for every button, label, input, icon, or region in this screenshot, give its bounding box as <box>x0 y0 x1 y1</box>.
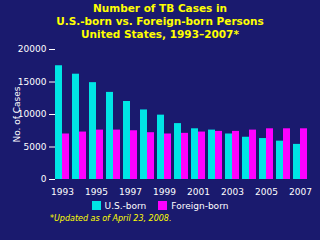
html-text:*Updated as of April 23, 2008.: *Updated as of April 23, 2008. <box>50 214 172 223</box>
svg-text:No. of Cases: No. of Cases <box>12 86 22 142</box>
svg-text:2007: 2007 <box>289 187 312 197</box>
svg-text:1993: 1993 <box>51 187 74 197</box>
svg-text:1999: 1999 <box>153 187 176 197</box>
svg-text:1995: 1995 <box>85 187 108 197</box>
html-text:Foreign-born: Foreign-born <box>171 201 229 211</box>
svg-text:10000: 10000 <box>18 109 47 119</box>
svg-text:0: 0 <box>41 174 47 184</box>
html-text:Number of TB Cases in U.S.-bor: Number of TB Cases in U.S.-born vs. Fore… <box>56 2 264 40</box>
svg-text:15000: 15000 <box>18 77 47 87</box>
svg-text:1997: 1997 <box>119 187 142 197</box>
svg-text:20000: 20000 <box>18 44 47 54</box>
html-text:U.S.-born: U.S.-born <box>104 201 147 211</box>
svg-text:2001: 2001 <box>187 187 210 197</box>
svg-text:2003: 2003 <box>221 187 244 197</box>
svg-text:5000: 5000 <box>24 142 47 152</box>
svg-text:2005: 2005 <box>255 187 278 197</box>
